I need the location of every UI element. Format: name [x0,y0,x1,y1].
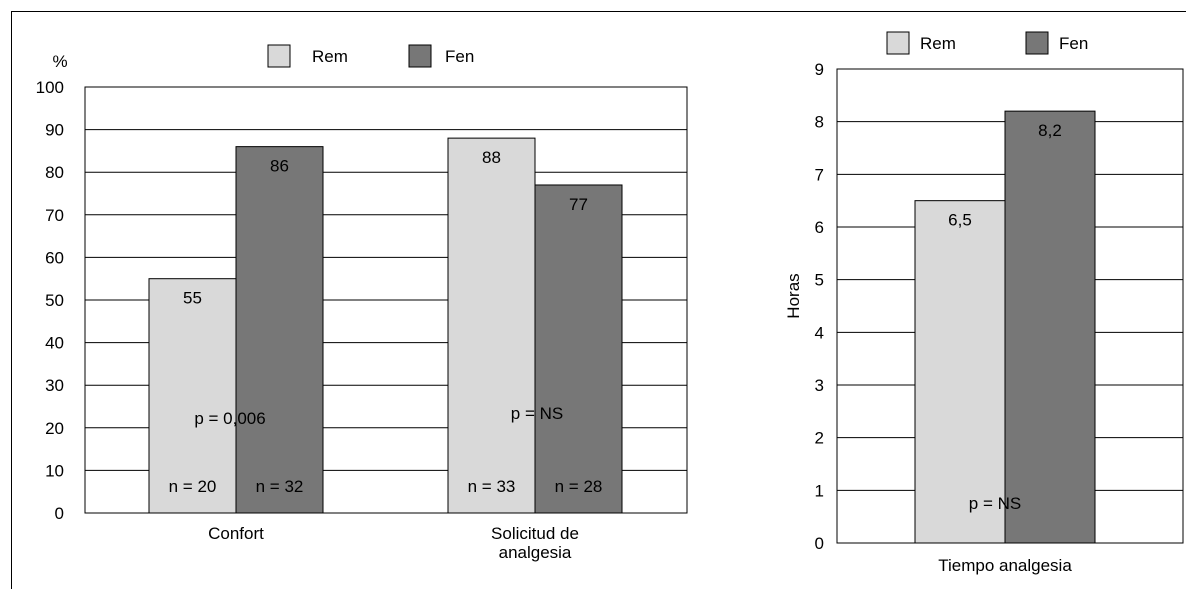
figure-frame-left [11,11,12,589]
y-tick-label: 8 [815,113,824,132]
legend-label-fen: Fen [1059,34,1088,53]
legend-swatch-fen [408,44,432,68]
x-category-label: Tiempo analgesia [938,556,1072,575]
y-tick-label: 60 [45,248,64,267]
p-value-annotation: p = NS [511,404,563,423]
legend: Rem Fen [886,31,1088,55]
plot-area: 0 1 2 3 4 5 6 7 8 9 6,5 8,2 Tiempo analgesia p = NS [815,60,1184,575]
bar-fen [235,146,324,514]
y-tick-label: 10 [45,461,64,480]
legend-swatch-rem [886,31,910,55]
y-tick-label: 3 [815,376,824,395]
y-tick-label: 1 [815,481,824,500]
bar-rem [148,278,237,514]
y-tick-label: 0 [815,534,824,553]
legend-swatch-fen [1025,31,1049,55]
y-tick-label: 80 [45,163,64,182]
bar-fen [1004,110,1096,544]
legend-swatch-rem [267,44,291,68]
bar-value-label: 77 [569,195,588,214]
legend-label-rem: Rem [920,34,956,53]
sample-size-label: n = 28 [555,477,603,496]
bar-value-label: 8,2 [1038,121,1062,140]
x-category-label: Confort [208,524,264,543]
p-value-annotation: p = NS [969,494,1021,513]
y-tick-label: 100 [36,78,64,97]
y-axis-label: % [52,52,67,71]
plot-frame [84,86,688,514]
bar-value-label: 86 [270,157,289,176]
y-tick-label: 9 [815,60,824,79]
y-tick-label: 90 [45,121,64,140]
bar-value-label: 55 [183,289,202,308]
legend-label-rem: Rem [312,47,348,66]
hours-chart: Horas Rem Fen 0 1 2 3 4 5 6 7 8 9 6,5 8,2 Tiempo ana… [784,31,1184,575]
sample-size-label: n = 32 [256,477,304,496]
bar-value-label: 88 [482,148,501,167]
y-tick-label: 4 [815,323,824,342]
legend: Rem Fen [267,44,474,68]
y-tick-label: 20 [45,419,64,438]
y-tick-label: 2 [815,429,824,448]
y-tick-label: 50 [45,291,64,310]
y-tick-label: 5 [815,271,824,290]
y-tick-label: 0 [55,504,64,523]
bar-fen [534,184,623,514]
y-tick-label: 30 [45,376,64,395]
x-category-label: analgesia [499,543,572,562]
x-category-label: Solicitud de [491,524,579,543]
plot-area: 0 10 20 30 40 50 60 70 80 90 100 55 86 Confort p = 0,0… [36,78,688,562]
y-axis-label: Horas [784,273,803,318]
sample-size-label: n = 20 [169,477,217,496]
bar-rem [914,200,1006,544]
y-tick-label: 7 [815,165,824,184]
y-tick-label: 70 [45,206,64,225]
y-tick-label: 40 [45,334,64,353]
figure-frame-top [11,11,1186,12]
bar-rem [447,137,536,514]
p-value-annotation: p = 0,006 [194,409,265,428]
sample-size-label: n = 33 [468,477,516,496]
legend-label-fen: Fen [445,47,474,66]
y-tick-label: 6 [815,218,824,237]
percent-chart: % Rem Fen 0 10 20 30 40 50 60 70 80 90 100 55 86 Conf… [36,44,688,562]
bar-value-label: 6,5 [948,211,972,230]
plot-frame [836,68,1184,544]
